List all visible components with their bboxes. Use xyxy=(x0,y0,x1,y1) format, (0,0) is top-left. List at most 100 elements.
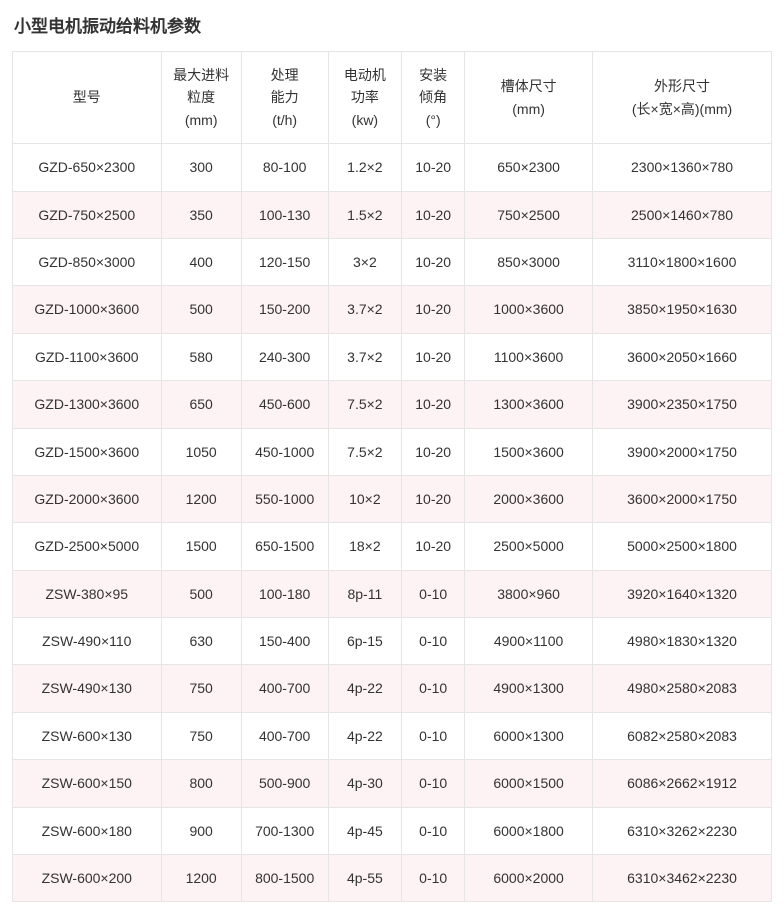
table-row: GZD-2000×36001200550-100010×210-202000×3… xyxy=(13,475,772,522)
table-cell: 150-200 xyxy=(241,286,328,333)
table-cell: 10-20 xyxy=(402,428,465,475)
table-cell: 0-10 xyxy=(402,760,465,807)
table-cell: 6310×3462×2230 xyxy=(593,855,772,902)
table-row: ZSW-490×130750400-7004p-220-104900×13004… xyxy=(13,665,772,712)
table-cell: 1200 xyxy=(161,475,241,522)
table-cell: 1.5×2 xyxy=(328,191,402,238)
table-cell: 4980×1830×1320 xyxy=(593,618,772,665)
table-row: GZD-1300×3600650450-6007.5×210-201300×36… xyxy=(13,381,772,428)
header-row: 型号最大进料粒度(mm)处理能力(t/h)电动机功率(kw)安装倾角(°)槽体尺… xyxy=(13,52,772,144)
table-cell: 10-20 xyxy=(402,523,465,570)
table-cell: 10-20 xyxy=(402,144,465,191)
table-cell: 500 xyxy=(161,570,241,617)
table-cell: 2500×5000 xyxy=(465,523,593,570)
table-cell: 630 xyxy=(161,618,241,665)
table-cell: 8p-11 xyxy=(328,570,402,617)
table-cell: ZSW-600×200 xyxy=(13,855,162,902)
table-cell: 4p-55 xyxy=(328,855,402,902)
table-cell: 850×3000 xyxy=(465,238,593,285)
table-row: GZD-1500×36001050450-10007.5×210-201500×… xyxy=(13,428,772,475)
table-cell: 1000×3600 xyxy=(465,286,593,333)
table-cell: 4p-22 xyxy=(328,712,402,759)
table-cell: 1050 xyxy=(161,428,241,475)
table-cell: 300 xyxy=(161,144,241,191)
table-cell: GZD-2500×5000 xyxy=(13,523,162,570)
table-row: ZSW-600×2001200800-15004p-550-106000×200… xyxy=(13,855,772,902)
table-cell: 400-700 xyxy=(241,712,328,759)
table-cell: 4980×2580×2083 xyxy=(593,665,772,712)
table-cell: 80-100 xyxy=(241,144,328,191)
table-cell: 1.2×2 xyxy=(328,144,402,191)
table-row: ZSW-600×180900700-13004p-450-106000×1800… xyxy=(13,807,772,854)
table-cell: GZD-650×2300 xyxy=(13,144,162,191)
table-cell: 6000×1500 xyxy=(465,760,593,807)
table-cell: 2500×1460×780 xyxy=(593,191,772,238)
table-cell: 550-1000 xyxy=(241,475,328,522)
table-cell: 800 xyxy=(161,760,241,807)
table-cell: 750 xyxy=(161,665,241,712)
col-header-angle: 安装倾角(°) xyxy=(402,52,465,144)
table-cell: 3800×960 xyxy=(465,570,593,617)
table-cell: 4900×1100 xyxy=(465,618,593,665)
table-head: 型号最大进料粒度(mm)处理能力(t/h)电动机功率(kw)安装倾角(°)槽体尺… xyxy=(13,52,772,144)
table-cell: 450-1000 xyxy=(241,428,328,475)
table-cell: ZSW-600×150 xyxy=(13,760,162,807)
table-cell: 0-10 xyxy=(402,807,465,854)
table-cell: GZD-850×3000 xyxy=(13,238,162,285)
col-header-feed: 最大进料粒度(mm) xyxy=(161,52,241,144)
table-cell: 150-400 xyxy=(241,618,328,665)
table-cell: 750×2500 xyxy=(465,191,593,238)
table-cell: 240-300 xyxy=(241,333,328,380)
col-header-trough: 槽体尺寸(mm) xyxy=(465,52,593,144)
table-cell: 10-20 xyxy=(402,238,465,285)
table-row: GZD-1100×3600580240-3003.7×210-201100×36… xyxy=(13,333,772,380)
table-cell: 0-10 xyxy=(402,855,465,902)
table-cell: 4p-22 xyxy=(328,665,402,712)
table-cell: 18×2 xyxy=(328,523,402,570)
table-cell: 4900×1300 xyxy=(465,665,593,712)
table-cell: 700-1300 xyxy=(241,807,328,854)
col-header-overall: 外形尺寸(长×宽×高)(mm) xyxy=(593,52,772,144)
table-row: GZD-850×3000400120-1503×210-20850×300031… xyxy=(13,238,772,285)
table-cell: 3600×2050×1660 xyxy=(593,333,772,380)
table-cell: 1100×3600 xyxy=(465,333,593,380)
table-cell: GZD-1100×3600 xyxy=(13,333,162,380)
table-cell: 0-10 xyxy=(402,712,465,759)
col-header-model: 型号 xyxy=(13,52,162,144)
table-cell: ZSW-600×130 xyxy=(13,712,162,759)
table-cell: 6p-15 xyxy=(328,618,402,665)
table-cell: 800-1500 xyxy=(241,855,328,902)
table-cell: GZD-1500×3600 xyxy=(13,428,162,475)
table-row: ZSW-380×95500100-1808p-110-103800×960392… xyxy=(13,570,772,617)
table-cell: 10-20 xyxy=(402,475,465,522)
table-cell: 3600×2000×1750 xyxy=(593,475,772,522)
table-cell: 120-150 xyxy=(241,238,328,285)
table-row: ZSW-600×150800500-9004p-300-106000×15006… xyxy=(13,760,772,807)
table-row: GZD-1000×3600500150-2003.7×210-201000×36… xyxy=(13,286,772,333)
table-cell: 2300×1360×780 xyxy=(593,144,772,191)
table-cell: 2000×3600 xyxy=(465,475,593,522)
table-cell: 6310×3262×2230 xyxy=(593,807,772,854)
table-row: GZD-2500×50001500650-150018×210-202500×5… xyxy=(13,523,772,570)
table-cell: 7.5×2 xyxy=(328,428,402,475)
table-cell: 10-20 xyxy=(402,191,465,238)
page-title: 小型电机振动给料机参数 xyxy=(14,12,772,37)
table-cell: GZD-1000×3600 xyxy=(13,286,162,333)
table-cell: 0-10 xyxy=(402,570,465,617)
table-row: GZD-650×230030080-1001.2×210-20650×23002… xyxy=(13,144,772,191)
table-cell: 6086×2662×1912 xyxy=(593,760,772,807)
table-cell: 650-1500 xyxy=(241,523,328,570)
table-cell: ZSW-490×110 xyxy=(13,618,162,665)
table-body: GZD-650×230030080-1001.2×210-20650×23002… xyxy=(13,144,772,902)
table-cell: ZSW-380×95 xyxy=(13,570,162,617)
table-cell: GZD-750×2500 xyxy=(13,191,162,238)
table-cell: 10-20 xyxy=(402,381,465,428)
table-cell: 6000×1300 xyxy=(465,712,593,759)
table-cell: 3920×1640×1320 xyxy=(593,570,772,617)
table-cell: 100-180 xyxy=(241,570,328,617)
table-cell: 1300×3600 xyxy=(465,381,593,428)
table-cell: 900 xyxy=(161,807,241,854)
table-cell: 0-10 xyxy=(402,618,465,665)
table-cell: 450-600 xyxy=(241,381,328,428)
table-cell: 1500 xyxy=(161,523,241,570)
